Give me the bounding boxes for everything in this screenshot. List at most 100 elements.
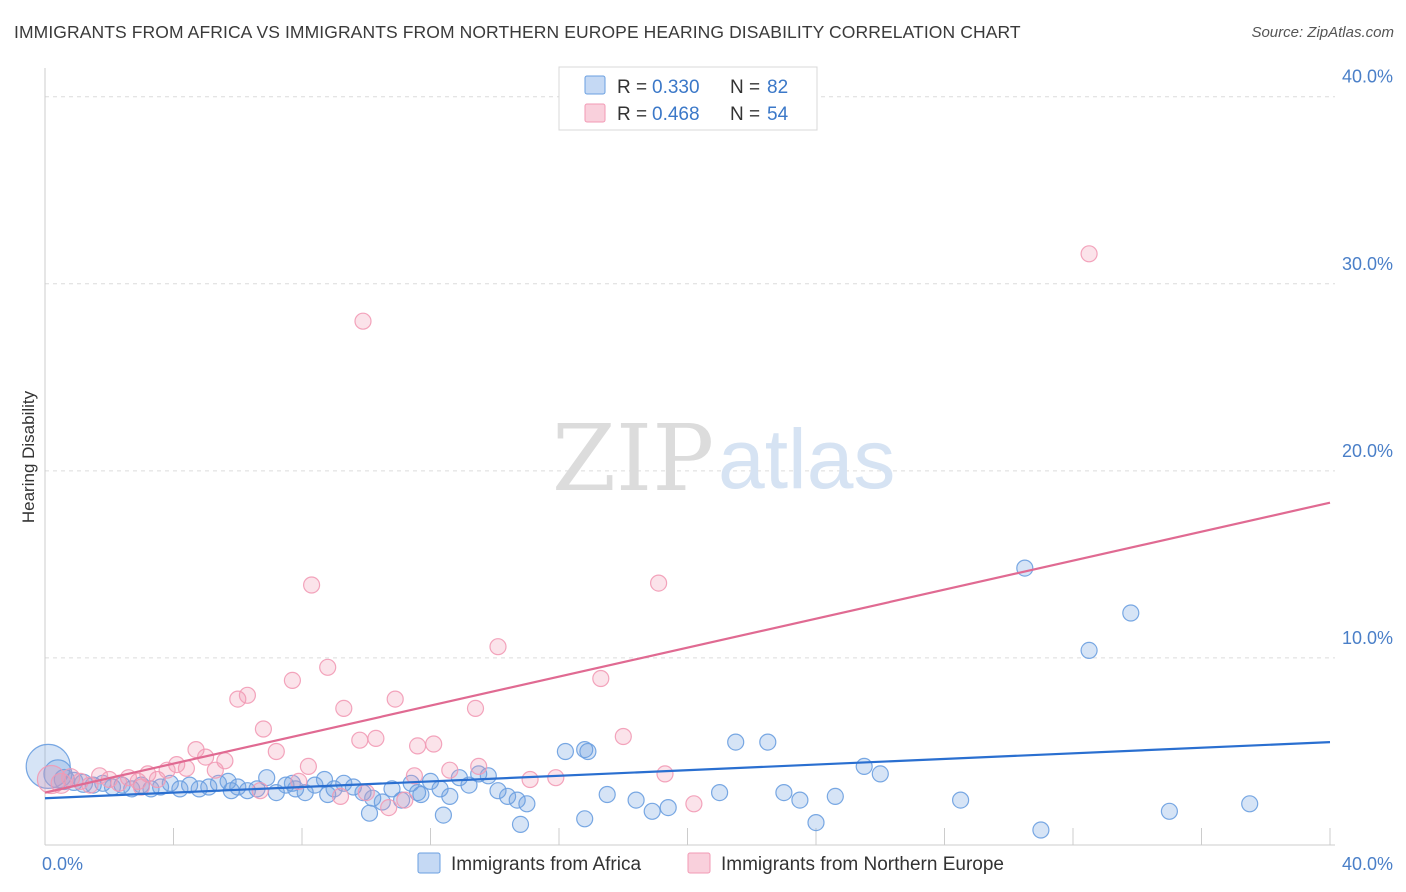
trend-line-africa: [44, 741, 1331, 800]
data-point: [489, 782, 507, 800]
data-point: [441, 787, 459, 806]
data-point: [425, 735, 443, 753]
data-point: [229, 690, 247, 708]
watermark-atlas: atlas: [718, 412, 895, 506]
data-point: [386, 690, 404, 708]
data-point: [441, 761, 459, 779]
legend-n-value-africa: 82: [767, 77, 788, 98]
data-point: [1032, 821, 1050, 839]
data-point: [367, 729, 385, 748]
data-point: [181, 776, 199, 794]
data-point: [409, 737, 427, 755]
data-point: [1241, 795, 1259, 813]
data-point: [951, 791, 970, 809]
data-point: [251, 782, 269, 800]
data-point: [319, 658, 337, 676]
data-point: [759, 733, 777, 751]
data-point: [826, 787, 844, 806]
axes: [44, 68, 1335, 846]
data-point: [489, 638, 507, 656]
data-point: [627, 791, 645, 809]
data-point: [659, 798, 677, 817]
data-point: [855, 757, 873, 776]
data-point: [807, 813, 825, 832]
data-point: [267, 742, 285, 761]
data-point: [409, 783, 427, 802]
data-point: [579, 742, 597, 761]
x-tick-label: 40.0%: [1342, 854, 1393, 874]
y-axis-label: Hearing Disability: [19, 390, 38, 523]
y-tick-label: 20.0%: [1342, 441, 1393, 461]
data-point: [383, 780, 401, 798]
data-point: [556, 742, 575, 761]
data-point: [380, 798, 398, 817]
data-point: [216, 752, 234, 770]
legend-n-label-africa: N =: [730, 77, 760, 98]
data-point: [508, 791, 526, 809]
data-point: [727, 733, 745, 751]
data-point: [775, 783, 793, 802]
legend-r-value-northern-europe: 0.468: [652, 104, 700, 125]
data-point: [598, 785, 616, 804]
trend-lines: [44, 501, 1331, 800]
data-point: [521, 770, 539, 789]
data-point: [791, 791, 809, 809]
bottom-legend-swatch-africa: [417, 852, 441, 874]
data-point: [335, 774, 353, 792]
data-point: [434, 806, 452, 824]
bottom-legend-label-northern-europe: Immigrants from Northern Europe: [721, 854, 1004, 875]
data-point: [299, 757, 317, 776]
series-africa-points: [25, 559, 1259, 839]
data-point: [470, 757, 488, 776]
data-point: [460, 776, 478, 794]
legend-r-value-africa: 0.330: [652, 77, 700, 98]
y-tick-label: 10.0%: [1342, 628, 1393, 648]
source-label: Source: ZipAtlas.com: [1251, 24, 1394, 41]
data-point: [254, 720, 272, 738]
legend-n-label-northern-europe: N =: [730, 104, 760, 125]
x-tick-label: 0.0%: [42, 854, 83, 874]
data-point: [1080, 641, 1098, 660]
data-point: [643, 802, 661, 820]
data-point: [1160, 802, 1179, 820]
bottom-legend-swatch-northern-europe: [687, 852, 711, 874]
data-point: [360, 804, 379, 822]
data-point: [277, 776, 295, 794]
data-point: [1080, 245, 1098, 263]
data-point: [614, 727, 632, 746]
bottom-legend-label-africa: Immigrants from Africa: [451, 854, 641, 875]
axis-labels: 10.0% 20.0% 30.0% 40.0% 0.0% 40.0% Hearing Dis…: [19, 67, 1393, 874]
watermark-zip: ZIP: [552, 405, 714, 512]
data-point: [303, 576, 321, 594]
chart-title: IMMIGRANTS FROM AFRICA VS IMMIGRANTS FRO…: [14, 22, 1021, 42]
data-point: [238, 686, 256, 704]
bottom-legend: Immigrants from Africa Immigrants from N…: [417, 852, 1004, 875]
legend-swatch-africa: [584, 75, 606, 95]
data-point: [656, 765, 674, 783]
y-tick-label: 40.0%: [1342, 67, 1393, 87]
legend-swatch-northern-europe: [584, 103, 606, 123]
data-point: [547, 769, 565, 787]
data-point: [53, 768, 75, 791]
data-point: [351, 731, 369, 749]
data-point: [290, 772, 308, 791]
data-point: [1122, 604, 1140, 622]
data-point: [132, 778, 150, 796]
data-point: [710, 783, 729, 802]
data-point: [357, 783, 375, 802]
data-point: [871, 765, 889, 783]
data-point: [354, 312, 372, 330]
data-points: [25, 245, 1259, 839]
data-point: [405, 767, 423, 785]
data-point: [283, 671, 301, 690]
legend-n-value-northern-europe: 54: [767, 104, 789, 125]
data-point: [396, 791, 414, 809]
trend-line-northern-europe: [44, 501, 1331, 794]
data-point: [592, 669, 610, 688]
data-point: [511, 815, 530, 834]
legend-r-label-africa: R =: [617, 77, 647, 98]
legend-r-label-northern-europe: R =: [617, 104, 647, 125]
data-point: [576, 810, 594, 828]
grid-lines: [45, 96, 1335, 659]
